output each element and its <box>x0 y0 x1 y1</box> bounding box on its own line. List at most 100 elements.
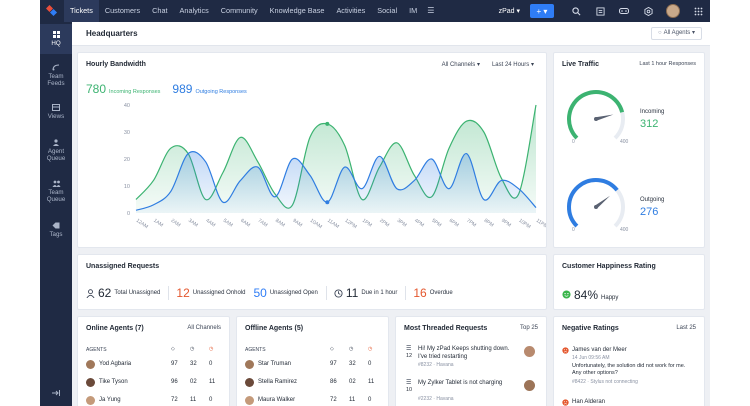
settings-gear-icon[interactable] <box>636 0 660 22</box>
tab-customers[interactable]: Customers <box>104 6 141 15</box>
agent-row[interactable]: Stella Ramirez 86 02 11 <box>245 375 385 389</box>
x-tick-label: 4AM <box>204 218 216 229</box>
tab-community[interactable]: Community <box>220 6 258 15</box>
sidebar-item-label: Views <box>47 113 65 120</box>
agent-row[interactable]: Maura Walker 72 11 0 <box>245 393 385 406</box>
x-tick-label: 3PM <box>396 218 408 229</box>
agent-row[interactable]: Yod Agbaria 97 32 0 <box>86 357 226 371</box>
incoming-gauge-max: 400 <box>620 139 629 145</box>
outgoing-gauge-max: 400 <box>620 227 629 233</box>
sidebar-item-views[interactable]: Views <box>40 104 72 120</box>
gauge-fill <box>567 90 625 140</box>
hover-point[interactable] <box>325 200 330 205</box>
unassigned-user-icon <box>86 288 95 298</box>
happiness-label: Happy <box>601 295 619 301</box>
thread-count: 12 <box>406 353 413 359</box>
x-tick-label: 9AM <box>291 218 303 229</box>
x-tick-label: 4PM <box>413 218 425 229</box>
live-traffic-range: Last 1 hour Responses <box>639 61 696 67</box>
tab-analytics[interactable]: Analytics <box>179 6 209 15</box>
compose-icon[interactable] <box>588 0 612 22</box>
outgoing-series-line[interactable] <box>135 151 537 211</box>
gauge-hub <box>594 205 598 209</box>
offline-agents-card: Offline Agents (5) AGENTS ◇ ◷ ◷ Star Tru… <box>236 316 389 406</box>
agent-name: Star Truman <box>258 361 292 367</box>
sidebar-item-agent-queue[interactable]: Agent Queue <box>40 139 72 162</box>
search-icon[interactable] <box>564 0 588 22</box>
requester-avatar <box>524 346 535 357</box>
sidebar-item-label: Team Feeds <box>47 73 65 87</box>
tab-knowledge-base[interactable]: Knowledge Base <box>269 6 325 15</box>
x-tick-label: 8PM <box>483 218 495 229</box>
total-unassigned-count[interactable]: 62 <box>98 286 112 300</box>
tab-social[interactable]: Social <box>377 6 398 15</box>
hover-point[interactable] <box>325 121 330 126</box>
thread-meta: #2232 · Havana <box>418 396 454 402</box>
grid-icon <box>52 31 60 38</box>
incoming-gauge <box>567 90 625 140</box>
add-new-button[interactable]: + ▾ <box>530 4 554 18</box>
happiness-stat: 84% Happy <box>562 288 618 302</box>
views-icon <box>52 104 60 111</box>
collapse-sidebar-icon[interactable] <box>40 390 72 398</box>
x-tick-label: 12PM <box>344 218 358 230</box>
agent-onhold-count: 02 <box>190 379 197 385</box>
tab-tickets[interactable]: Tickets <box>64 0 99 22</box>
incoming-label: Incoming Responses <box>109 89 161 95</box>
module-tabs: Tickets Customers Chat Analytics Communi… <box>64 0 438 22</box>
user-avatar[interactable] <box>666 4 680 18</box>
agent-onhold-count: 32 <box>349 361 356 367</box>
online-channel-filter[interactable]: All Channels <box>187 325 221 331</box>
x-tick-label: 6AM <box>239 218 251 229</box>
card-title: Negative Ratings <box>562 325 619 332</box>
tab-activities[interactable]: Activities <box>336 6 366 15</box>
app-grid-icon[interactable] <box>686 0 710 22</box>
most-threaded-card: Most Threaded Requests Top 25 ☰ 12 Hi! M… <box>395 316 547 406</box>
threaded-top-filter[interactable]: Top 25 <box>519 325 538 331</box>
agent-overdue-count: 0 <box>368 397 372 403</box>
onhold-count[interactable]: 12 <box>176 286 190 300</box>
tab-im[interactable]: IM <box>409 6 418 15</box>
sidebar-item-hq[interactable]: HQ <box>40 24 72 54</box>
unassigned-requests-card: Unassigned Requests 62 Total Unassigned … <box>77 254 547 310</box>
agent-avatar <box>86 359 95 369</box>
agent-row[interactable]: Tike Tyson 96 02 11 <box>86 375 226 389</box>
sidebar-item-team-feeds[interactable]: Team Feeds <box>40 64 72 87</box>
incoming-gauge-min: 0 <box>572 139 575 145</box>
agent-avatar <box>245 359 254 369</box>
sidebar-item-label: HQ <box>51 40 61 47</box>
agent-queue-icon <box>53 139 59 146</box>
card-title: Online Agents (7) <box>86 325 144 332</box>
headset-icon: ○ <box>658 30 662 36</box>
gauge-needle <box>595 114 614 121</box>
agent-onhold-count: 11 <box>349 397 356 403</box>
overdue-count[interactable]: 16 <box>413 286 427 300</box>
more-tabs-icon[interactable]: ☰ <box>427 6 435 15</box>
sidebar-item-label: Agent Queue <box>46 148 66 162</box>
zoho-desk-logo-icon[interactable] <box>46 5 58 17</box>
gamification-icon[interactable] <box>612 0 636 22</box>
customer-happiness-card: Customer Happiness Rating 84% Happy <box>553 254 705 310</box>
outgoing-gauge-label: Outgoing <box>640 197 665 203</box>
rating-comment: Unfortunately, the solution did not work… <box>572 363 686 376</box>
negative-last-filter[interactable]: Last 25 <box>676 325 696 331</box>
outgoing-series-area <box>136 151 536 213</box>
workspace-switcher[interactable]: zPad ▾ <box>498 8 520 15</box>
sidebar-item-tags[interactable]: Tags <box>40 222 72 238</box>
x-tick-label: 10AM <box>309 218 323 230</box>
agents-filter-dropdown[interactable]: ○ All Agents ▾ <box>651 27 702 40</box>
thread-icon: ☰ <box>406 346 412 352</box>
incoming-gauge-value: 312 <box>640 118 659 130</box>
channel-filter-dropdown[interactable]: All Channels ▾ <box>441 62 480 68</box>
due-count[interactable]: 11 <box>345 286 359 300</box>
thread-count: 10 <box>406 387 413 393</box>
tab-chat[interactable]: Chat <box>152 6 168 15</box>
agent-row[interactable]: Star Truman 97 32 0 <box>245 357 385 371</box>
x-tick-label: 11PM <box>535 218 546 230</box>
agent-row[interactable]: Ja Yung 72 11 0 <box>86 393 226 406</box>
open-count[interactable]: 50 <box>253 286 267 300</box>
sidebar-item-team-queue[interactable]: Team Queue <box>40 180 72 203</box>
agents-filter-label: All Agents ▾ <box>663 30 695 36</box>
y-tick-label: 0 <box>127 211 130 217</box>
time-range-dropdown[interactable]: Last 24 Hours ▾ <box>491 62 534 68</box>
